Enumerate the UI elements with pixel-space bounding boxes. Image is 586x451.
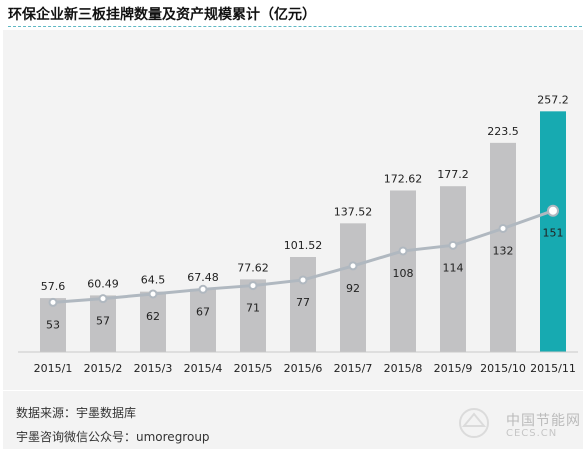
line-value-label: 62 bbox=[146, 310, 160, 323]
bar-value-label: 177.2 bbox=[437, 168, 469, 181]
data-source: 数据来源：宇墨数据库 bbox=[16, 406, 137, 420]
bar-value-label: 67.48 bbox=[187, 271, 219, 284]
line-value-label: 108 bbox=[393, 267, 414, 280]
x-tick-label: 2015/2 bbox=[84, 362, 123, 375]
line-point bbox=[248, 281, 258, 291]
watermark-subtext: CECS.CN bbox=[506, 428, 558, 439]
bar-value-label: 223.5 bbox=[487, 125, 519, 138]
line-point bbox=[148, 289, 158, 299]
title-divider bbox=[8, 26, 582, 27]
bar-value-label: 172.62 bbox=[384, 172, 423, 185]
line-value-label: 67 bbox=[196, 305, 210, 318]
line-point bbox=[498, 223, 508, 233]
footer-panel bbox=[3, 391, 583, 449]
chart-title: 环保企业新三板挂牌数量及资产规模累计（亿元） bbox=[8, 7, 316, 23]
x-tick-label: 2015/7 bbox=[334, 362, 373, 375]
line-point bbox=[48, 297, 58, 307]
watermark-text: 中国节能网 bbox=[506, 413, 581, 429]
x-tick-label: 2015/11 bbox=[530, 362, 576, 375]
bar-value-label: 77.62 bbox=[237, 261, 269, 274]
bar-value-label: 60.49 bbox=[87, 277, 119, 290]
bar bbox=[190, 288, 216, 352]
watermark-logo-icon bbox=[459, 408, 489, 438]
line-point bbox=[547, 204, 559, 217]
line-value-label: 53 bbox=[46, 318, 60, 331]
x-tick-label: 2015/3 bbox=[134, 362, 173, 375]
line-value-label: 151 bbox=[543, 227, 564, 240]
bar-value-label: 137.52 bbox=[334, 205, 373, 218]
line-value-label: 92 bbox=[346, 282, 360, 295]
line-point bbox=[398, 246, 408, 256]
line-point bbox=[298, 275, 308, 285]
line-point bbox=[448, 240, 458, 250]
x-tick-label: 2015/1 bbox=[34, 362, 73, 375]
wechat-account: 宇墨咨询微信公众号：umoregroup bbox=[16, 430, 210, 444]
bar bbox=[340, 223, 366, 352]
line-value-label: 77 bbox=[296, 296, 310, 309]
line-value-label: 57 bbox=[96, 315, 110, 328]
x-tick-label: 2015/9 bbox=[434, 362, 473, 375]
bar-value-label: 57.6 bbox=[41, 280, 66, 293]
chart-svg: 57.6 60.49 64.5 67.48 77.62 101.52 137.52 172.6… bbox=[18, 93, 578, 375]
bar-value-label: 257.2 bbox=[537, 93, 569, 106]
bar bbox=[90, 295, 116, 352]
bar bbox=[540, 111, 566, 352]
line-value-label: 71 bbox=[246, 302, 260, 315]
line-point bbox=[98, 294, 108, 304]
line-point bbox=[198, 284, 208, 294]
bar bbox=[440, 186, 466, 352]
line-point bbox=[348, 261, 358, 271]
bar bbox=[140, 291, 166, 352]
x-tick-label: 2015/4 bbox=[184, 362, 223, 375]
bar bbox=[240, 279, 266, 352]
line-value-label: 132 bbox=[493, 244, 514, 257]
bar bbox=[490, 142, 516, 352]
bar bbox=[40, 298, 66, 352]
x-tick-label: 2015/10 bbox=[480, 362, 526, 375]
bar bbox=[290, 257, 316, 352]
x-tick-label: 2015/6 bbox=[284, 362, 323, 375]
bar-value-label: 64.5 bbox=[141, 274, 166, 287]
x-tick-label: 2015/5 bbox=[234, 362, 273, 375]
bar-value-label: 101.52 bbox=[284, 239, 323, 252]
x-tick-label: 2015/8 bbox=[384, 362, 423, 375]
bar bbox=[390, 190, 416, 352]
line-value-label: 114 bbox=[443, 261, 464, 274]
